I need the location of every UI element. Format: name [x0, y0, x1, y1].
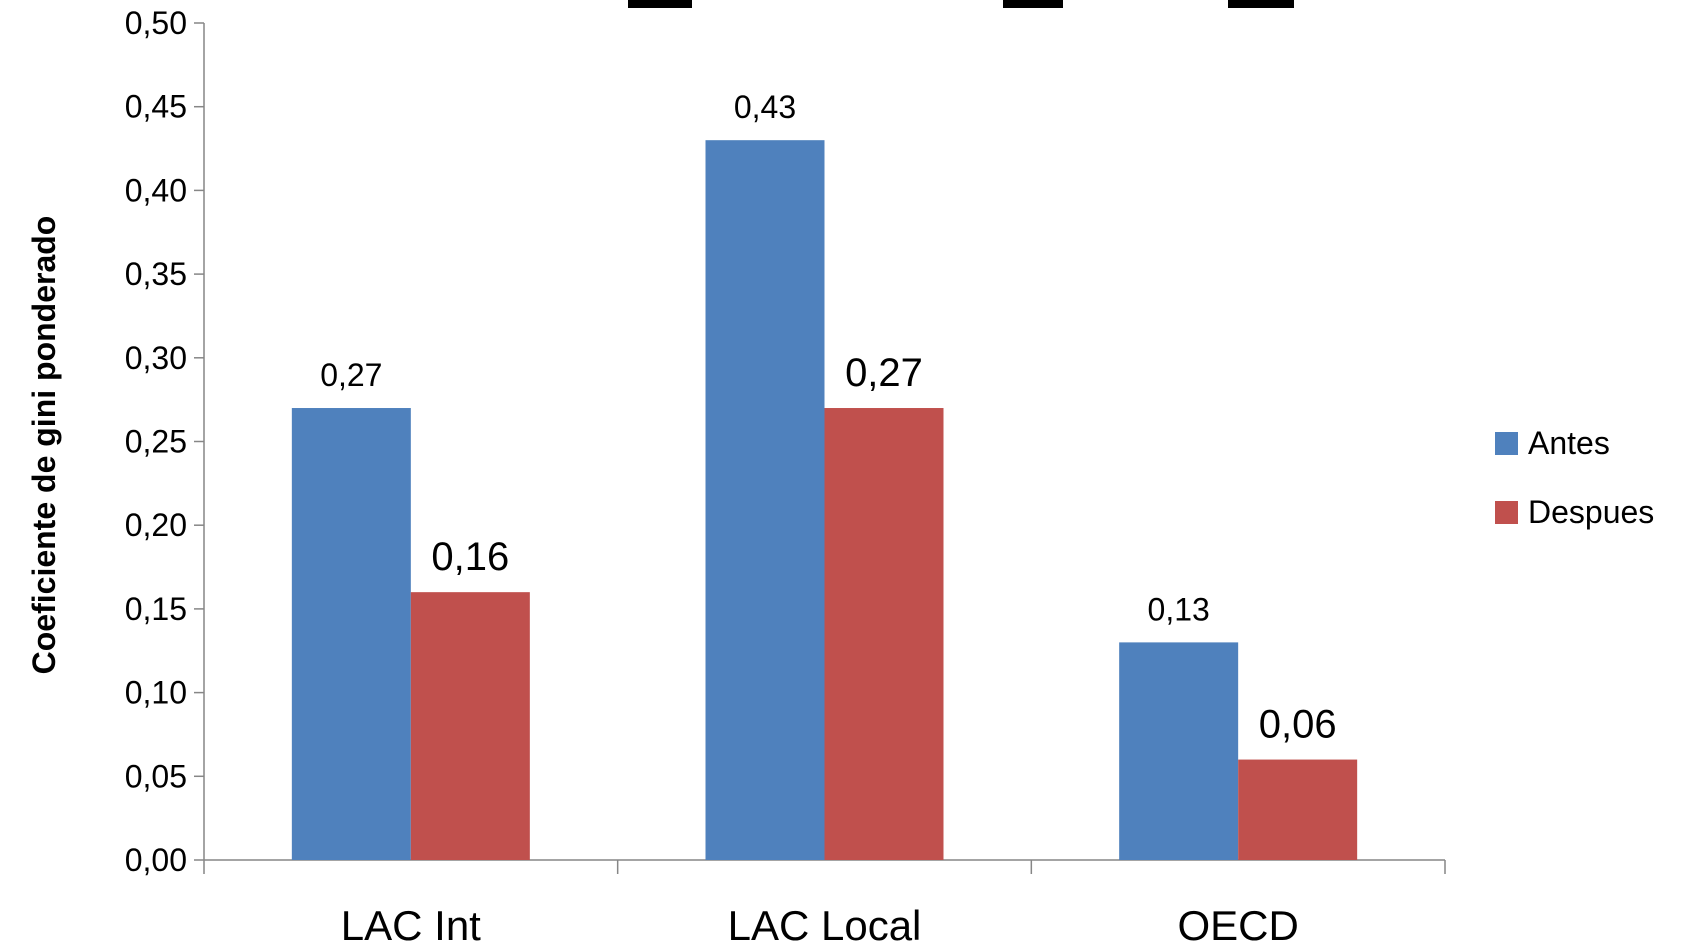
data-label: 0,06 — [1259, 703, 1337, 747]
y-tick-label: 0,35 — [125, 256, 187, 292]
title-fragment-left — [628, 0, 692, 8]
y-tick-label: 0,10 — [125, 675, 187, 711]
bar — [1238, 759, 1358, 860]
data-label: 0,13 — [1148, 591, 1210, 627]
y-axis-title: Coeficiente de gini ponderado — [26, 216, 62, 675]
x-category-label: OECD — [1177, 902, 1298, 943]
y-tick-label: 0,30 — [125, 340, 187, 376]
y-tick-label: 0,50 — [125, 5, 187, 41]
bar — [824, 408, 944, 860]
x-axis: LAC Int LAC Local OECD — [203, 859, 1446, 943]
bars — [291, 140, 1358, 860]
y-tick-label: 0,40 — [125, 172, 187, 208]
data-labels: 0,27 0,43 0,13 0,16 0,27 0,06 — [320, 89, 1336, 746]
y-tick-label: 0,25 — [125, 424, 187, 460]
y-axis: 0,00 0,05 0,10 0,15 0,20 0,25 0,30 0,35 0,40 0,45… — [125, 5, 205, 878]
title-band — [628, 0, 1294, 8]
legend-label: Despues — [1528, 494, 1654, 530]
bar — [291, 408, 411, 860]
data-label: 0,27 — [320, 357, 382, 393]
data-label: 0,43 — [734, 89, 796, 125]
bar — [705, 140, 825, 860]
y-tick-label: 0,20 — [125, 507, 187, 543]
y-tick-label: 0,15 — [125, 591, 187, 627]
bar — [410, 592, 530, 860]
legend-swatch — [1495, 432, 1518, 455]
y-tick-label: 0,45 — [125, 89, 187, 125]
data-label: 0,16 — [431, 535, 509, 579]
x-category-label: LAC Local — [728, 902, 922, 943]
data-label: 0,27 — [845, 351, 923, 395]
x-category-label: LAC Int — [341, 902, 481, 943]
legend-swatch — [1495, 501, 1518, 524]
legend-label: Antes — [1528, 425, 1610, 461]
y-tick-label: 0,05 — [125, 758, 187, 794]
bar — [1119, 642, 1239, 860]
y-tick-label: 0,00 — [125, 842, 187, 878]
title-fragment-middle — [1003, 0, 1063, 8]
title-fragment-right — [1228, 0, 1294, 8]
legend: Antes Despues — [1495, 425, 1654, 530]
